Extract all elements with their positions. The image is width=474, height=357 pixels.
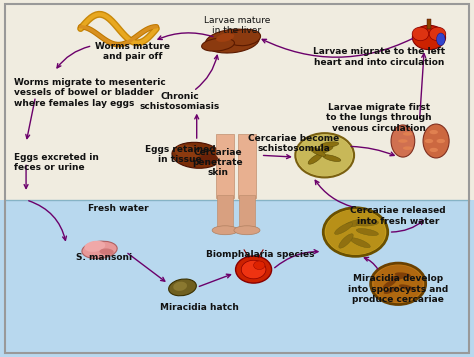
Ellipse shape [212, 226, 238, 235]
Ellipse shape [205, 29, 259, 53]
Ellipse shape [391, 125, 415, 157]
Ellipse shape [339, 234, 353, 248]
Ellipse shape [173, 282, 187, 291]
Ellipse shape [398, 139, 408, 143]
Circle shape [374, 265, 423, 302]
Text: Larvae migrate first
to the lungs through
venous circulation: Larvae migrate first to the lungs throug… [327, 103, 432, 133]
Bar [0, 0, 474, 200]
Ellipse shape [403, 146, 412, 150]
Ellipse shape [174, 145, 200, 159]
Ellipse shape [412, 27, 428, 41]
Bar [217, 195, 233, 230]
Ellipse shape [234, 226, 260, 235]
Ellipse shape [84, 241, 105, 252]
Text: Eggs retained
in tissue: Eggs retained in tissue [145, 145, 215, 164]
Ellipse shape [316, 146, 333, 154]
Ellipse shape [429, 148, 438, 152]
Circle shape [241, 260, 266, 279]
Ellipse shape [356, 220, 379, 226]
Circle shape [323, 208, 388, 256]
Text: Cercariae
penetrate
skin: Cercariae penetrate skin [193, 147, 243, 177]
Ellipse shape [100, 248, 114, 255]
Circle shape [297, 135, 352, 176]
Ellipse shape [320, 142, 339, 147]
Ellipse shape [399, 284, 415, 291]
Text: Larvae migrate to the left
heart and into circulation: Larvae migrate to the left heart and int… [313, 47, 445, 67]
Text: Biomphalaria species: Biomphalaria species [207, 250, 315, 259]
Ellipse shape [335, 222, 353, 235]
Ellipse shape [429, 27, 446, 41]
Text: Fresh water: Fresh water [88, 204, 149, 213]
Ellipse shape [383, 280, 396, 288]
Bar [427, 19, 431, 29]
Bar [0, 200, 474, 357]
Ellipse shape [429, 130, 438, 134]
Ellipse shape [308, 154, 322, 164]
Text: Miracidia hatch: Miracidia hatch [160, 302, 238, 312]
Ellipse shape [356, 228, 378, 236]
Text: Cercariae released
into fresh water: Cercariae released into fresh water [350, 206, 446, 226]
Ellipse shape [201, 38, 235, 51]
Ellipse shape [412, 25, 446, 50]
Ellipse shape [216, 33, 234, 42]
Text: S. mansoni: S. mansoni [76, 253, 132, 262]
Ellipse shape [350, 238, 370, 248]
Ellipse shape [323, 155, 341, 161]
Ellipse shape [425, 139, 433, 143]
Ellipse shape [437, 33, 445, 46]
Ellipse shape [172, 142, 221, 168]
Ellipse shape [82, 241, 117, 259]
Text: Worms mature
and pair off: Worms mature and pair off [95, 42, 170, 61]
Circle shape [236, 256, 272, 283]
Ellipse shape [395, 272, 411, 277]
Text: Larvae mature
in the liver: Larvae mature in the liver [204, 16, 270, 35]
Text: Eggs excreted in
feces or urine: Eggs excreted in feces or urine [14, 153, 99, 172]
Bar [238, 134, 256, 198]
Bar [216, 134, 234, 198]
Text: Chronic
schistosomiasis: Chronic schistosomiasis [140, 92, 220, 111]
Circle shape [254, 261, 265, 270]
Ellipse shape [310, 147, 326, 156]
Text: Miracidia develop
into sporocysts and
produce cercariae: Miracidia develop into sporocysts and pr… [348, 274, 448, 304]
Ellipse shape [228, 29, 261, 46]
Ellipse shape [423, 124, 449, 158]
Circle shape [326, 210, 385, 255]
Ellipse shape [437, 139, 445, 143]
Ellipse shape [169, 279, 196, 296]
Ellipse shape [403, 132, 412, 136]
Ellipse shape [345, 219, 366, 227]
Ellipse shape [383, 287, 399, 294]
Circle shape [295, 133, 354, 177]
Text: Cercariae become
schistosomula: Cercariae become schistosomula [248, 134, 339, 153]
Bar [239, 195, 255, 230]
Circle shape [371, 263, 426, 305]
Ellipse shape [390, 275, 406, 280]
Ellipse shape [199, 154, 218, 164]
Text: Worms migrate to mesenteric
vessels of bowel or bladder
where females lay eggs: Worms migrate to mesenteric vessels of b… [14, 78, 166, 108]
